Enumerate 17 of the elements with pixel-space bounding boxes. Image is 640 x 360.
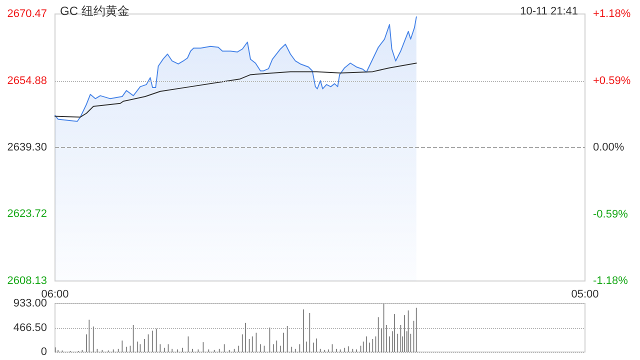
x-tick-label: 06:00: [41, 288, 69, 300]
y-tick-label: 2608.13: [7, 275, 47, 287]
y-tick-label: 2654.88: [7, 74, 47, 87]
annotation: 10-11 21:41: [520, 6, 578, 18]
y2-tick-label: -1.18%: [593, 275, 628, 287]
y-tick-label: 0: [40, 346, 47, 358]
x-tick-label: 05:00: [571, 288, 599, 300]
y-tick-label: 466.50: [13, 322, 47, 334]
y2-tick-label: +0.59%: [593, 74, 631, 87]
y-tick-label: 2670.47: [7, 8, 47, 20]
y-tick-label: 933.00: [13, 298, 47, 310]
y2-tick-label: +1.18%: [593, 8, 631, 20]
y2-tick-label: -0.59%: [593, 208, 628, 220]
chart-title: GC 纽约黄金: [60, 4, 130, 18]
y-tick-label: 2623.72: [7, 208, 47, 220]
y-tick-label: 2639.30: [7, 142, 47, 154]
y2-tick-label: 0.00%: [593, 142, 624, 154]
